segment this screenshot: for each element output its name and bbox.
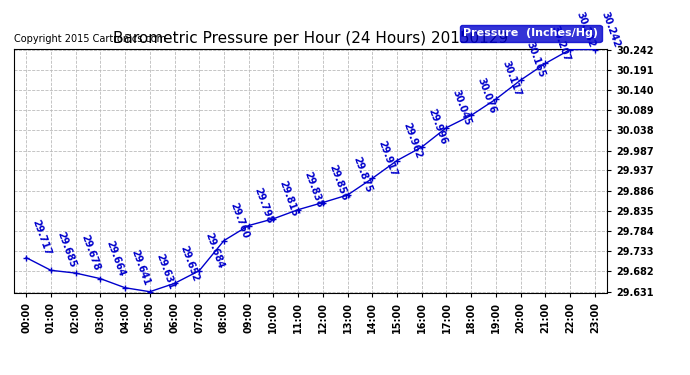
Text: 29.962: 29.962 <box>401 121 424 160</box>
Text: Copyright 2015 Cartronics.com: Copyright 2015 Cartronics.com <box>14 34 166 44</box>
Text: 29.652: 29.652 <box>179 244 201 283</box>
Text: 29.856: 29.856 <box>327 163 349 202</box>
Text: 29.760: 29.760 <box>228 201 250 240</box>
Text: 30.076: 30.076 <box>475 76 497 114</box>
Text: 30.165: 30.165 <box>525 40 547 79</box>
Text: 29.717: 29.717 <box>30 218 52 257</box>
Text: 30.242: 30.242 <box>574 10 596 49</box>
Text: 30.045: 30.045 <box>451 88 473 127</box>
Legend: Pressure  (Inches/Hg): Pressure (Inches/Hg) <box>460 25 602 42</box>
Text: 29.631: 29.631 <box>154 252 176 291</box>
Text: 29.641: 29.641 <box>129 248 151 287</box>
Text: 29.996: 29.996 <box>426 108 448 146</box>
Text: 30.117: 30.117 <box>500 60 522 98</box>
Text: 29.685: 29.685 <box>55 231 77 270</box>
Text: 29.678: 29.678 <box>80 234 102 272</box>
Text: 29.875: 29.875 <box>352 156 374 194</box>
Text: 30.207: 30.207 <box>549 24 572 63</box>
Text: 29.917: 29.917 <box>377 139 399 178</box>
Title: Barometric Pressure per Hour (24 Hours) 20150129: Barometric Pressure per Hour (24 Hours) … <box>113 31 508 46</box>
Text: 29.815: 29.815 <box>277 179 300 218</box>
Text: 29.838: 29.838 <box>302 170 324 209</box>
Text: 29.684: 29.684 <box>204 231 226 270</box>
Text: 30.242: 30.242 <box>599 10 621 49</box>
Text: 29.664: 29.664 <box>104 239 127 278</box>
Text: 29.798: 29.798 <box>253 186 275 225</box>
